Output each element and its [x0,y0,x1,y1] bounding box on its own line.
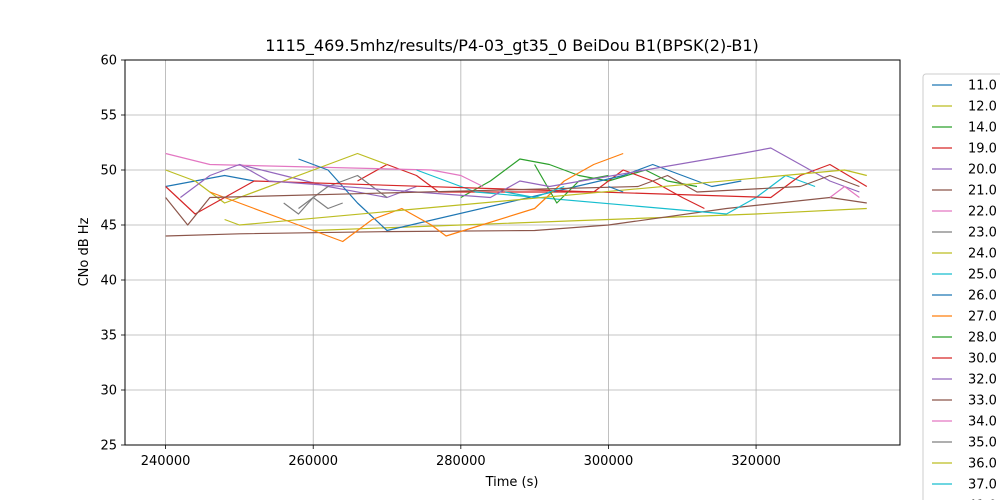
legend-label: 22.0 [968,205,997,220]
legend-label: 37.0 [968,478,997,493]
grid [125,60,900,445]
legend-label: 21.0 [968,184,997,199]
x-tick-label: 300000 [584,454,634,469]
series-line-24.0 [165,152,388,204]
y-axis-title: CNo dB Hz [77,217,92,286]
legend-label: 26.0 [968,289,997,304]
y-tick-label: 50 [100,164,117,179]
legend-label: 25.0 [968,268,997,283]
series-line-27.0 [209,152,624,243]
legend-label: 27.0 [968,310,997,325]
legend-label: 34.0 [968,415,997,430]
legend-label: 32.0 [968,373,997,388]
series-line-11.0 [165,174,255,188]
legend-label: 11.0 [968,79,997,94]
x-axis: 240000 260000 280000 300000 320000 [141,445,781,469]
series-line-12.0 [313,207,867,232]
y-tick-label: 45 [100,219,117,234]
legend-frame [922,73,1000,500]
y-axis: 25 30 35 40 45 50 55 60 [100,54,125,454]
legend-label: 28.0 [968,331,997,346]
y-tick-label: 55 [100,109,117,124]
y-tick-label: 35 [100,329,117,344]
legend-label: 20.0 [968,163,997,178]
legend-label: 35.0 [968,436,997,451]
y-tick-label: 25 [100,439,117,454]
x-tick-label: 280000 [436,454,486,469]
y-tick-label: 60 [100,54,117,69]
legend-label: 36.0 [968,457,997,472]
plot-frame [124,59,901,446]
legend-label: 24.0 [968,247,997,262]
legend-label: 14.0 [968,121,997,136]
y-tick-label: 40 [100,274,117,289]
legend: 11.0 12.0 14.0 19.0 20.0 21.0 22.0 23.0 24.0 25.0… [922,73,1000,500]
series-line-28.0 [534,164,609,204]
series-line-14.0 [460,158,698,199]
series-line-32.0 [180,147,860,199]
series-line-34.0 [829,185,860,198]
legend-label: 12.0 [968,100,997,115]
series-line-37.0 [504,185,565,199]
legend-label: 23.0 [968,226,997,241]
plot-area [165,147,868,243]
legend-label: 30.0 [968,352,997,367]
series-line-36.0 [224,169,867,226]
x-tick-label: 320000 [731,454,781,469]
series-line-41.0 [608,185,624,193]
series-line-33.0 [165,174,860,226]
legend-label: 33.0 [968,394,997,409]
legend-label: 41.0 [968,499,997,500]
chart-title: 1115_469.5mhz/results/P4-03_gt35_0 BeiDo… [265,36,759,56]
x-tick-label: 260000 [288,454,338,469]
x-axis-title: Time (s) [485,475,539,490]
series-line-21.0 [165,196,867,237]
legend-label: 19.0 [968,142,997,157]
series-line-35.0 [283,196,343,215]
y-tick-label: 30 [100,384,117,399]
x-tick-label: 240000 [141,454,191,469]
